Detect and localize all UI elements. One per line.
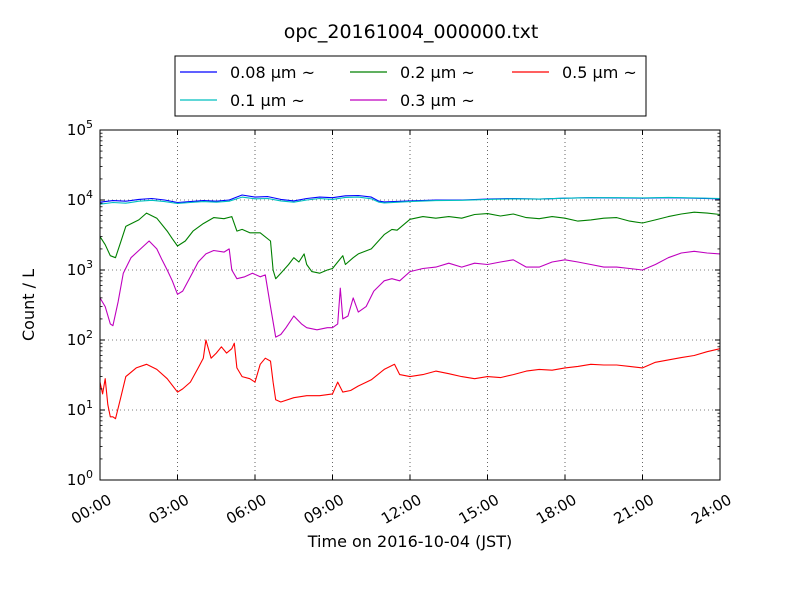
y-tick-label: 101 xyxy=(67,398,93,419)
legend-label-1: 0.08 μm ~ xyxy=(230,63,315,82)
series-line-3 xyxy=(99,211,721,280)
y-tick-label: 100 xyxy=(67,468,93,489)
chart-title: opc_20161004_000000.txt xyxy=(284,21,539,43)
legend-label-4: 0.3 μm ~ xyxy=(400,91,475,110)
legend-label-5: 0.5 μm ~ xyxy=(562,63,637,82)
y-tick-label: 104 xyxy=(67,188,93,209)
series-layer xyxy=(99,194,721,420)
legend-box xyxy=(174,55,647,117)
y-tick-label: 103 xyxy=(67,258,93,279)
y-tick-label: 105 xyxy=(67,118,93,139)
legend-label-3: 0.2 μm ~ xyxy=(400,63,475,82)
legend: 0.08 μm ~ 0.1 μm ~ 0.2 μm ~ 0.3 μm ~ 0.5 μm … xyxy=(174,55,647,117)
x-axis-label: Time on 2016-10-04 (JST) xyxy=(307,532,512,551)
grid-lines xyxy=(100,130,720,480)
series-line-4 xyxy=(99,240,721,338)
series-line-2 xyxy=(99,196,721,205)
series-line-5 xyxy=(99,339,721,420)
y-axis-label: Count / L xyxy=(19,269,38,341)
y-tick-label: 102 xyxy=(67,328,93,349)
legend-label-2: 0.1 μm ~ xyxy=(230,91,305,110)
